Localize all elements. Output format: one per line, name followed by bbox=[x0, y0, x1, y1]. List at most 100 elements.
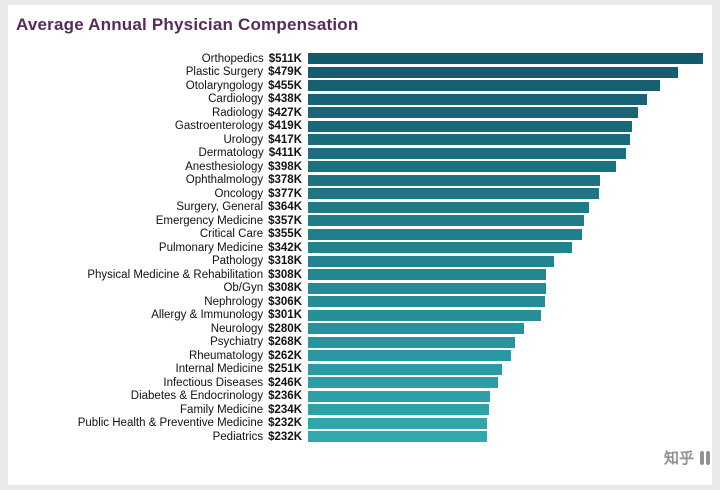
specialty-name: Orthopedics bbox=[201, 52, 264, 65]
category-label: Public Health & Preventive Medicine $232K bbox=[8, 417, 308, 429]
specialty-name: Rheumatology bbox=[188, 349, 264, 362]
category-label: Pediatrics $232K bbox=[8, 431, 308, 443]
compensation-value: $479K bbox=[268, 66, 302, 79]
category-label: Neurology $280K bbox=[8, 323, 308, 335]
bar-row: Pediatrics $232K bbox=[8, 430, 712, 444]
bar-row: Critical Care $355K bbox=[8, 228, 712, 242]
zhihu-logo-icon bbox=[698, 450, 710, 465]
bar-row: Anesthesiology $398K bbox=[8, 160, 712, 174]
bar-row: Otolaryngology $455K bbox=[8, 79, 712, 93]
specialty-name: Gastroenterology bbox=[174, 120, 264, 133]
bar bbox=[308, 80, 660, 92]
bar-row: Urology $417K bbox=[8, 133, 712, 147]
compensation-value: $234K bbox=[268, 403, 302, 416]
specialty-name: Oncology bbox=[214, 187, 264, 200]
bar bbox=[308, 228, 583, 240]
compensation-value: $232K bbox=[268, 417, 302, 430]
bar-row: Pathology $318K bbox=[8, 255, 712, 269]
compensation-value: $246K bbox=[268, 376, 302, 389]
compensation-value: $301K bbox=[268, 309, 302, 322]
category-label: Family Medicine $234K bbox=[8, 404, 308, 416]
compensation-value: $308K bbox=[268, 268, 302, 281]
specialty-name: Infectious Diseases bbox=[163, 376, 264, 389]
specialty-name: Ophthalmology bbox=[185, 174, 264, 187]
category-label: Nephrology $306K bbox=[8, 296, 308, 308]
category-label: Plastic Surgery $479K bbox=[8, 66, 308, 78]
bar bbox=[308, 309, 541, 321]
specialty-name: Public Health & Preventive Medicine bbox=[77, 417, 264, 430]
category-label: Emergency Medicine $357K bbox=[8, 215, 308, 227]
category-label: Otolaryngology $455K bbox=[8, 80, 308, 92]
compensation-value: $411K bbox=[268, 147, 302, 160]
category-label: Dermatology $411K bbox=[8, 147, 308, 159]
bar bbox=[308, 161, 616, 173]
bar-row: Family Medicine $234K bbox=[8, 403, 712, 417]
bar-row: Infectious Diseases $246K bbox=[8, 376, 712, 390]
category-label: Allergy & Immunology $301K bbox=[8, 309, 308, 321]
bar bbox=[308, 363, 503, 375]
compensation-value: $377K bbox=[268, 187, 302, 200]
bar-row: Internal Medicine $251K bbox=[8, 363, 712, 377]
zhihu-watermark: 知乎 bbox=[664, 447, 710, 468]
bar-row: Plastic Surgery $479K bbox=[8, 66, 712, 80]
bar-row: Ob/Gyn $308K bbox=[8, 282, 712, 296]
bar-row: Pulmonary Medicine $342K bbox=[8, 241, 712, 255]
category-label: Gastroenterology $419K bbox=[8, 120, 308, 132]
chart-card: Average Annual Physician Compensation Or… bbox=[8, 5, 712, 485]
category-label: Surgery, General $364K bbox=[8, 201, 308, 213]
compensation-value: $236K bbox=[268, 390, 302, 403]
category-label: Urology $417K bbox=[8, 134, 308, 146]
specialty-name: Allergy & Immunology bbox=[151, 309, 264, 322]
bar bbox=[308, 417, 488, 429]
bar-row: Rheumatology $262K bbox=[8, 349, 712, 363]
bar bbox=[308, 188, 600, 200]
zhihu-watermark-text: 知乎 bbox=[663, 450, 694, 467]
category-label: Anesthesiology $398K bbox=[8, 161, 308, 173]
specialty-name: Otolaryngology bbox=[185, 79, 264, 92]
compensation-value: $511K bbox=[268, 52, 302, 65]
compensation-value: $427K bbox=[268, 106, 302, 119]
category-label: Ophthalmology $378K bbox=[8, 174, 308, 186]
compensation-value: $262K bbox=[268, 349, 302, 362]
chart-title: Average Annual Physician Compensation bbox=[16, 15, 359, 34]
specialty-name: Ob/Gyn bbox=[223, 282, 264, 295]
bar bbox=[308, 147, 626, 159]
specialty-name: Physical Medicine & Rehabilitation bbox=[87, 268, 264, 281]
compensation-value: $251K bbox=[268, 363, 302, 376]
bar-row: Orthopedics $511K bbox=[8, 52, 712, 66]
category-label: Infectious Diseases $246K bbox=[8, 377, 308, 389]
specialty-name: Family Medicine bbox=[180, 403, 264, 416]
bar-row: Surgery, General $364K bbox=[8, 201, 712, 215]
compensation-value: $364K bbox=[268, 201, 302, 214]
bar-row: Dermatology $411K bbox=[8, 147, 712, 161]
specialty-name: Pathology bbox=[211, 255, 264, 268]
bar-row: Physical Medicine & Rehabilitation $308K bbox=[8, 268, 712, 282]
specialty-name: Critical Care bbox=[199, 228, 264, 241]
bar-row: Neurology $280K bbox=[8, 322, 712, 336]
compensation-value: $342K bbox=[268, 241, 302, 254]
bar-row: Psychiatry $268K bbox=[8, 336, 712, 350]
category-label: Psychiatry $268K bbox=[8, 336, 308, 348]
specialty-name: Urology bbox=[223, 133, 264, 146]
specialty-name: Diabetes & Endocrinology bbox=[130, 390, 264, 403]
bar bbox=[308, 174, 601, 186]
bar bbox=[308, 120, 632, 132]
category-label: Physical Medicine & Rehabilitation $308K bbox=[8, 269, 308, 281]
specialty-name: Radiology bbox=[211, 106, 264, 119]
bar-row: Radiology $427K bbox=[8, 106, 712, 120]
bar bbox=[308, 323, 525, 335]
specialty-name: Nephrology bbox=[204, 295, 264, 308]
compensation-value: $306K bbox=[268, 295, 302, 308]
compensation-value: $308K bbox=[268, 282, 302, 295]
bar-row: Oncology $377K bbox=[8, 187, 712, 201]
compensation-value: $398K bbox=[268, 160, 302, 173]
specialty-name: Neurology bbox=[210, 322, 264, 335]
bar bbox=[308, 431, 488, 443]
bar bbox=[308, 201, 590, 213]
bar bbox=[308, 404, 489, 416]
bar bbox=[308, 336, 516, 348]
bar-row: Nephrology $306K bbox=[8, 295, 712, 309]
compensation-value: $378K bbox=[268, 174, 302, 187]
compensation-value: $357K bbox=[268, 214, 302, 227]
